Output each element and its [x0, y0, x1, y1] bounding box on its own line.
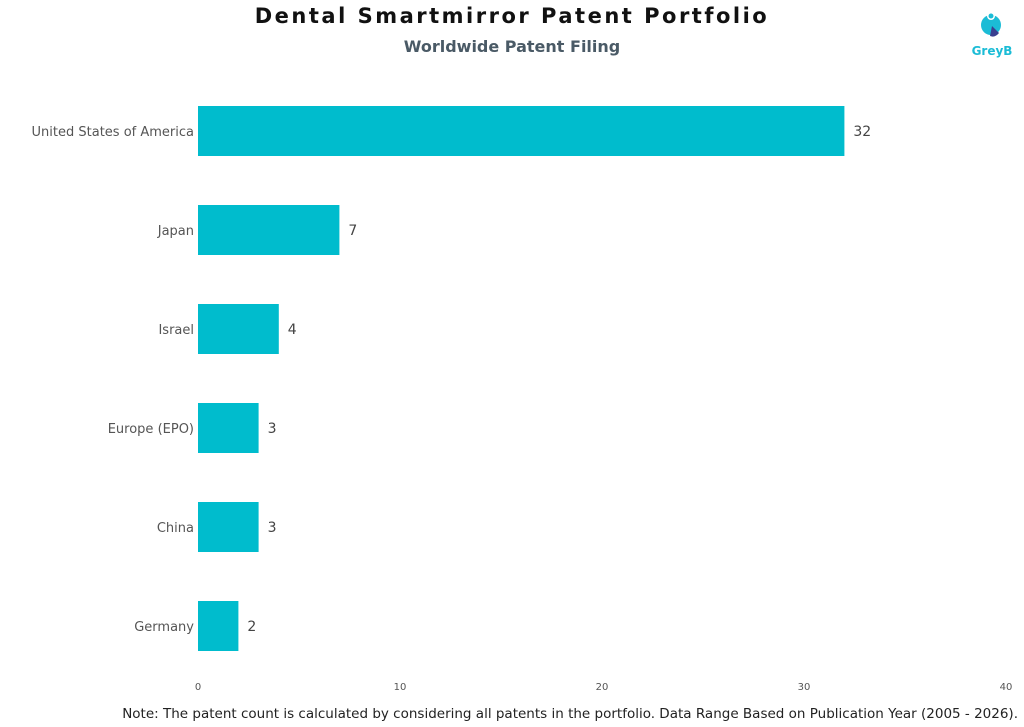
category-label: Japan — [157, 224, 194, 239]
value-label: 3 — [268, 421, 277, 437]
value-label: 4 — [288, 322, 297, 338]
x-tick-label: 40 — [1000, 682, 1013, 693]
x-tick-label: 20 — [596, 682, 609, 693]
footer-note: Note: The patent count is calculated by … — [122, 706, 1018, 722]
bar — [198, 304, 279, 354]
x-tick-label: 0 — [195, 682, 201, 693]
bar — [198, 502, 259, 552]
bar — [198, 403, 259, 453]
x-tick-label: 10 — [394, 682, 407, 693]
value-label: 32 — [853, 124, 871, 140]
value-label: 7 — [348, 223, 357, 239]
value-label: 3 — [268, 520, 277, 536]
greyb-logo-icon — [981, 12, 1001, 37]
category-label: United States of America — [32, 125, 194, 140]
chart-subtitle: Worldwide Patent Filing — [403, 37, 621, 56]
x-tick-label: 30 — [798, 682, 811, 693]
bar — [198, 106, 845, 156]
bar — [198, 205, 340, 255]
bar — [198, 601, 239, 651]
chart-title: Dental Smartmirror Patent Portfolio — [254, 4, 770, 28]
greyb-logo: GreyB — [966, 8, 1020, 64]
greyb-logo-text: GreyB — [971, 44, 1013, 58]
category-label: Germany — [134, 620, 194, 635]
value-label: 2 — [247, 619, 256, 635]
category-label: Europe (EPO) — [108, 422, 194, 437]
category-label: China — [157, 521, 194, 536]
category-label: Israel — [158, 323, 194, 338]
